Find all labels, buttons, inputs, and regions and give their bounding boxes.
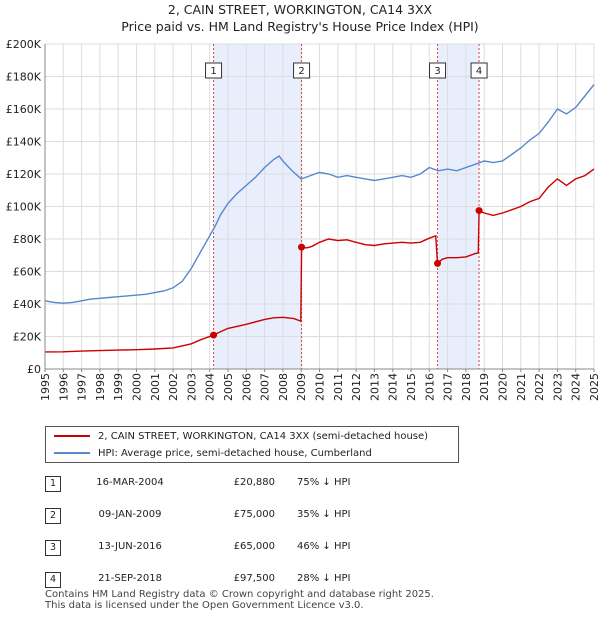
sale-hpi-diff: 46% ↓ HPI <box>297 541 351 552</box>
x-tick-label: 2017 <box>442 373 455 401</box>
x-tick-label: 2011 <box>332 373 345 401</box>
title-address: 2, CAIN STREET, WORKINGTON, CA14 3XX <box>167 2 433 17</box>
x-tick-label: 2001 <box>149 373 162 401</box>
sale-date: 21-SEP-2018 <box>98 573 162 584</box>
legend-item-hpi: HPI: Average price, semi-detached house,… <box>54 445 372 461</box>
y-tick-label: £140K <box>6 136 42 149</box>
x-tick-label: 2008 <box>277 373 290 401</box>
footer-licence: This data is licensed under the Open Gov… <box>45 600 364 611</box>
x-tick-label: 1999 <box>112 373 125 401</box>
x-tick-label: 1995 <box>39 373 52 401</box>
sale-hpi-diff: 35% ↓ HPI <box>297 509 351 520</box>
x-tick-label: 2012 <box>350 373 363 401</box>
legend-swatch-property <box>54 435 90 437</box>
sale-label-text: 1 <box>210 66 216 77</box>
x-tick-label: 2025 <box>588 373 600 401</box>
sale-number-badge: 4 <box>45 572 61 588</box>
x-tick-label: 2007 <box>259 373 272 401</box>
x-tick-label: 2009 <box>295 373 308 401</box>
sale-label-box <box>470 62 488 79</box>
y-tick-label: £100K <box>6 201 42 214</box>
sale-point <box>298 243 306 251</box>
sale-hpi-diff: 75% ↓ HPI <box>297 477 351 488</box>
sale-row: 4 21-SEP-2018 £97,500 28% ↓ HPI <box>45 570 445 590</box>
x-tick-label: 2024 <box>570 373 583 401</box>
legend-label-hpi: HPI: Average price, semi-detached house,… <box>98 447 372 459</box>
x-tick-label: 2003 <box>185 373 198 401</box>
x-tick-label: 2018 <box>460 373 473 401</box>
footer-attribution: Contains HM Land Registry data © Crown c… <box>45 589 434 611</box>
sale-row: 1 16-MAR-2004 £20,880 75% ↓ HPI <box>45 474 445 494</box>
x-tick-label: 2015 <box>405 373 418 401</box>
x-tick-label: 1996 <box>57 373 70 401</box>
sale-label-text: 3 <box>434 66 440 77</box>
sale-label-box <box>293 62 311 79</box>
y-tick-label: £0 <box>27 363 41 376</box>
y-tick-label: £80K <box>13 233 42 246</box>
x-tick-label: 1997 <box>76 373 89 401</box>
title-subtitle: Price paid vs. HM Land Registry's House … <box>121 19 479 34</box>
sale-date: 13-JUN-2016 <box>98 541 162 552</box>
x-tick-label: 2019 <box>478 373 491 401</box>
sale-number-badge: 1 <box>45 476 61 492</box>
x-tick-label: 2022 <box>533 373 546 401</box>
sale-row: 3 13-JUN-2016 £65,000 46% ↓ HPI <box>45 538 445 558</box>
sale-point <box>475 207 483 215</box>
y-tick-label: £60K <box>13 266 42 279</box>
x-tick-label: 2005 <box>222 373 235 401</box>
legend-label-property: 2, CAIN STREET, WORKINGTON, CA14 3XX (se… <box>98 430 429 442</box>
sale-label-box <box>429 62 447 79</box>
sale-row: 2 09-JAN-2009 £75,000 35% ↓ HPI <box>45 506 445 526</box>
x-tick-label: 2006 <box>240 373 253 401</box>
chart-legend: 2, CAIN STREET, WORKINGTON, CA14 3XX (se… <box>45 426 459 463</box>
sale-point <box>210 331 218 339</box>
x-tick-label: 2020 <box>497 373 510 401</box>
legend-item-property: 2, CAIN STREET, WORKINGTON, CA14 3XX (se… <box>54 428 428 444</box>
x-tick-label: 2000 <box>131 373 144 401</box>
hpi-series-line <box>44 84 595 304</box>
sale-price: £20,880 <box>233 477 275 488</box>
sale-hpi-diff: 28% ↓ HPI <box>297 573 351 584</box>
price-chart: 1 2 3 4 £0 £20K £40K £60K £80K £100K £120K £140K £1… <box>6 38 600 401</box>
y-tick-label: £20K <box>13 331 42 344</box>
sale-price: £65,000 <box>233 541 275 552</box>
x-tick-label: 2010 <box>314 373 327 401</box>
sale-number-badge: 2 <box>45 508 61 524</box>
y-tick-label: £120K <box>6 168 42 181</box>
x-tick-label: 1998 <box>94 373 107 401</box>
x-tick-label: 2002 <box>167 373 180 401</box>
sale-date: 09-JAN-2009 <box>98 509 162 520</box>
sale-label-text: 2 <box>298 66 304 77</box>
footer-copyright: Contains HM Land Registry data © Crown c… <box>45 589 434 600</box>
x-tick-label: 2014 <box>387 373 400 401</box>
sale-price: £75,000 <box>233 509 275 520</box>
legend-swatch-hpi <box>54 452 90 454</box>
sale-point <box>434 259 442 267</box>
sale-number-badge: 3 <box>45 540 61 556</box>
sale-label-box <box>205 62 223 79</box>
sale-date: 16-MAR-2004 <box>96 477 164 488</box>
x-tick-label: 2016 <box>423 373 436 401</box>
x-tick-label: 2013 <box>368 373 381 401</box>
y-tick-label: £40K <box>13 298 42 311</box>
y-tick-label: £200K <box>6 38 42 51</box>
sale-label-text: 4 <box>476 66 482 77</box>
x-tick-label: 2023 <box>551 373 564 401</box>
x-tick-label: 2004 <box>204 373 217 401</box>
x-tick-label: 2021 <box>515 373 528 401</box>
chart-title: 2, CAIN STREET, WORKINGTON, CA14 3XX Pri… <box>0 1 600 35</box>
y-tick-label: £160K <box>6 103 42 116</box>
sale-price: £97,500 <box>233 573 275 584</box>
y-tick-label: £180K <box>6 71 42 84</box>
property-series-line <box>44 168 595 353</box>
